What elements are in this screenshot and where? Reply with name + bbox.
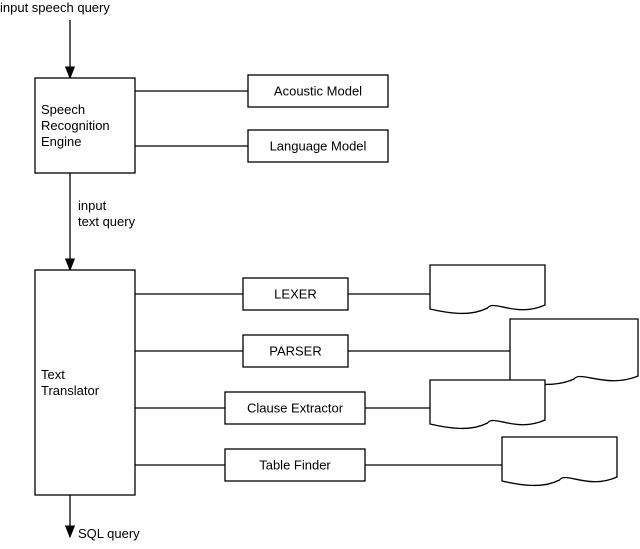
node-parser-label-0: PARSER [269, 344, 322, 359]
node-translator-label-1: Translator [41, 383, 100, 398]
label-input_text_l1: input [78, 198, 107, 213]
doc-shape [430, 265, 545, 313]
node-clause-label-0: Clause Extractor [247, 401, 344, 416]
node-clause: Clause Extractor [225, 392, 365, 424]
node-sre-label-1: Recognition [41, 118, 110, 133]
doc-shape [502, 437, 617, 485]
node-translator: TextTranslator [35, 270, 135, 495]
node-sre-label-2: Engine [41, 134, 81, 149]
node-language-label-0: Language Model [270, 139, 367, 154]
node-language: Language Model [248, 130, 388, 162]
node-acoustic-label-0: Acoustic Model [274, 84, 362, 99]
label-input_speech: input speech query [0, 0, 110, 15]
doc-shape [510, 319, 638, 384]
node-table: Table Finder [225, 449, 365, 481]
doc-shape [430, 380, 545, 428]
node-lexer-label-0: LEXER [274, 287, 317, 302]
node-parser: PARSER [243, 335, 348, 367]
node-sre: SpeechRecognitionEngine [35, 78, 135, 173]
architecture-diagram: SpeechRecognitionEngine Acoustic Model Lan… [0, 0, 640, 549]
node-translator-label-0: Text [41, 367, 65, 382]
node-table-label-0: Table Finder [259, 458, 331, 473]
node-sre-label-0: Speech [41, 102, 85, 117]
node-acoustic: Acoustic Model [248, 75, 388, 107]
label-input_text_l2: text query [78, 214, 136, 229]
label-sql: SQL query [78, 526, 140, 541]
node-lexer: LEXER [243, 278, 348, 310]
